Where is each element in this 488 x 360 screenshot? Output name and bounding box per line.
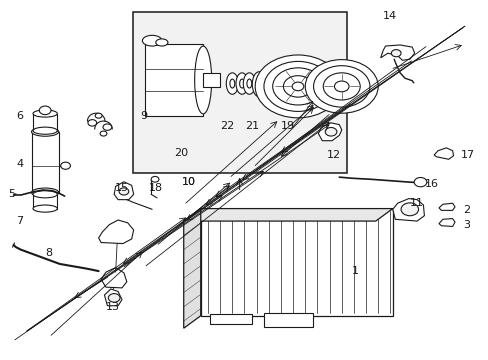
Ellipse shape (236, 73, 247, 94)
Text: 12: 12 (326, 150, 341, 160)
Ellipse shape (264, 79, 270, 89)
Bar (264, 313, 312, 327)
Polygon shape (438, 203, 454, 210)
Ellipse shape (256, 79, 262, 89)
Polygon shape (433, 148, 453, 159)
Text: 8: 8 (45, 248, 52, 258)
Polygon shape (392, 199, 424, 221)
Bar (33, 194, 57, 208)
Text: 15: 15 (115, 183, 129, 193)
Polygon shape (438, 219, 454, 226)
Text: 17: 17 (460, 150, 474, 160)
Circle shape (103, 124, 112, 130)
Text: 5: 5 (9, 189, 16, 199)
Bar (33, 113, 57, 131)
Circle shape (108, 294, 120, 302)
Circle shape (390, 50, 400, 57)
Text: 4: 4 (16, 159, 23, 169)
Bar (203, 73, 220, 87)
Ellipse shape (252, 72, 265, 97)
Polygon shape (183, 208, 392, 221)
Text: 18: 18 (149, 183, 163, 193)
Text: 20: 20 (174, 148, 188, 158)
Bar (31, 132, 59, 193)
Text: 10: 10 (181, 177, 195, 187)
Circle shape (151, 176, 159, 182)
Circle shape (39, 106, 51, 114)
Text: 14: 14 (383, 11, 397, 21)
Text: 3: 3 (462, 220, 469, 230)
Ellipse shape (239, 79, 244, 88)
Ellipse shape (31, 127, 59, 136)
Ellipse shape (246, 79, 251, 88)
Ellipse shape (194, 46, 211, 114)
Ellipse shape (33, 205, 57, 212)
Ellipse shape (33, 110, 57, 117)
Circle shape (95, 113, 102, 118)
Polygon shape (318, 123, 341, 141)
Circle shape (61, 162, 70, 169)
Text: 11: 11 (409, 198, 423, 208)
Circle shape (400, 203, 418, 216)
Circle shape (119, 188, 128, 195)
Ellipse shape (261, 72, 274, 97)
Text: 7: 7 (16, 216, 23, 226)
Polygon shape (380, 45, 414, 60)
Ellipse shape (226, 73, 238, 94)
Text: 2: 2 (462, 205, 469, 215)
Text: 10: 10 (181, 177, 195, 187)
Bar (210, 314, 251, 324)
Text: 19: 19 (281, 121, 295, 131)
Ellipse shape (33, 191, 57, 198)
Text: 13: 13 (106, 302, 120, 312)
Ellipse shape (156, 39, 167, 46)
Bar (132, 12, 346, 173)
Bar (144, 44, 203, 116)
Text: 1: 1 (351, 266, 358, 276)
Polygon shape (183, 208, 201, 328)
Ellipse shape (33, 127, 57, 134)
Polygon shape (114, 182, 133, 200)
Polygon shape (101, 267, 126, 288)
Ellipse shape (243, 73, 255, 94)
Ellipse shape (142, 35, 162, 46)
Circle shape (88, 120, 97, 126)
Ellipse shape (31, 188, 59, 197)
Text: 9: 9 (140, 111, 147, 121)
Text: 16: 16 (424, 179, 438, 189)
Polygon shape (201, 208, 392, 316)
Text: 21: 21 (244, 121, 258, 131)
Circle shape (305, 60, 377, 113)
Text: 6: 6 (16, 111, 23, 121)
Polygon shape (104, 289, 122, 306)
Circle shape (413, 177, 426, 187)
Text: 22: 22 (220, 121, 234, 131)
Circle shape (100, 131, 107, 136)
Circle shape (325, 127, 336, 136)
Circle shape (255, 55, 340, 118)
Polygon shape (99, 220, 133, 244)
Ellipse shape (229, 79, 234, 88)
